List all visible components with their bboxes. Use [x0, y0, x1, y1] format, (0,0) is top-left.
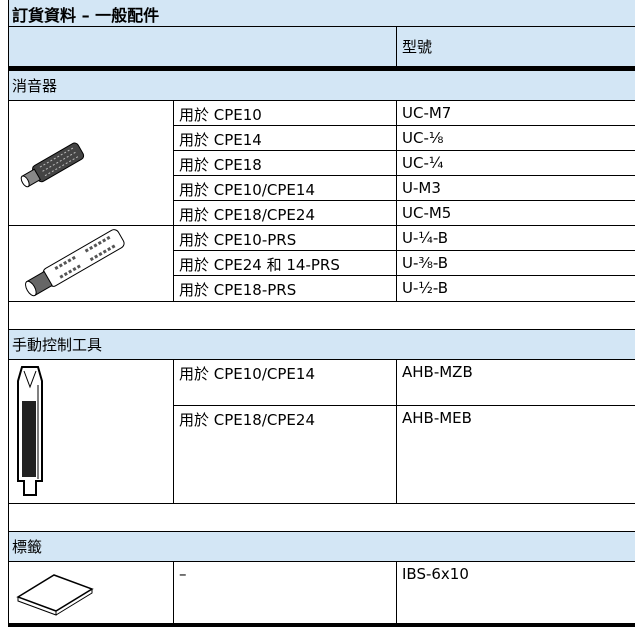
- model: UC-⅛: [402, 129, 444, 147]
- model-heading: 型號: [402, 38, 433, 56]
- icon: [10, 227, 171, 299]
- rule: [8, 301, 635, 302]
- rule: [8, 623, 635, 627]
- rule: [173, 359, 174, 503]
- rule: [8, 100, 635, 101]
- icon-shape: [54, 235, 116, 279]
- description: 用於 CPE10: [179, 106, 262, 124]
- section-row: [8, 531, 635, 561]
- rule: [8, 66, 635, 70]
- section-title: 手動控制工具: [12, 336, 103, 354]
- rule: [173, 405, 635, 406]
- rule: [396, 561, 397, 623]
- rule: [173, 225, 174, 301]
- rule: [396, 100, 397, 225]
- icon-shape: [22, 401, 36, 477]
- rule: [173, 200, 635, 201]
- model: U-¼-B: [402, 229, 449, 247]
- model: IBS-6x10: [402, 565, 469, 583]
- icon: [10, 563, 171, 621]
- icon-shape: [16, 574, 94, 616]
- icon-shape: [55, 589, 93, 616]
- icon-shape: [20, 142, 85, 187]
- rule: [8, 531, 635, 532]
- icon-shape: [17, 597, 57, 616]
- description: 用於 CPE14: [179, 131, 262, 149]
- section-row: [8, 329, 635, 359]
- header-row: [8, 26, 635, 66]
- model: UC-¼: [402, 154, 444, 172]
- rule: [173, 125, 635, 126]
- description: 用於 CPE18/CPE24: [179, 411, 315, 429]
- model: AHB-MEB: [402, 409, 472, 427]
- icon-shape: [25, 229, 125, 297]
- icon-shape: [59, 263, 83, 279]
- rule: [173, 561, 174, 623]
- description: 用於 CPE10-PRS: [179, 231, 297, 249]
- rule: [8, 225, 635, 226]
- icon-shape: [25, 229, 125, 297]
- description: 用於 CPE18-PRS: [179, 281, 297, 299]
- title: 訂貨資料 – 一般配件: [12, 6, 160, 25]
- rule: [173, 175, 635, 176]
- icon: [10, 102, 171, 223]
- rule: [8, 329, 635, 330]
- description: 用於 CPE18/CPE24: [179, 206, 315, 224]
- section-title: 標籤: [12, 538, 43, 556]
- rule: [173, 250, 635, 251]
- section-row: [8, 70, 635, 100]
- icon-shape: [54, 254, 78, 270]
- description: 用於 CPE18: [179, 156, 262, 174]
- rule: [173, 275, 635, 276]
- icon-shape: [25, 280, 37, 297]
- rule: [8, 0, 9, 627]
- icon-shape: [20, 174, 30, 187]
- section-title: 消音器: [12, 77, 58, 95]
- rule: [8, 70, 635, 71]
- model: AHB-MZB: [402, 363, 473, 381]
- model: U-M3: [402, 179, 441, 197]
- title-bar: [8, 0, 635, 26]
- icon-shape: [23, 370, 37, 389]
- rule: [173, 100, 174, 225]
- description: 用於 CPE10/CPE14: [179, 181, 315, 199]
- rule: [396, 225, 397, 301]
- model: UC-M7: [402, 104, 452, 122]
- rule: [173, 150, 635, 151]
- description: 用於 CPE24 和 14-PRS: [179, 256, 340, 274]
- rule: [8, 561, 635, 562]
- rule: [396, 359, 397, 503]
- rule: [396, 26, 397, 66]
- icon: [10, 361, 171, 501]
- model: U-½-B: [402, 279, 449, 297]
- rule: [8, 26, 635, 27]
- description: 用於 CPE10/CPE14: [179, 365, 315, 383]
- model: UC-M5: [402, 204, 452, 222]
- description: –: [179, 565, 187, 583]
- icon-shape: [20, 142, 85, 187]
- model: U-⅜-B: [402, 254, 449, 272]
- icon-shape: [17, 366, 43, 496]
- rule: [8, 503, 635, 504]
- rule: [8, 359, 635, 360]
- icon-shape: [42, 229, 125, 287]
